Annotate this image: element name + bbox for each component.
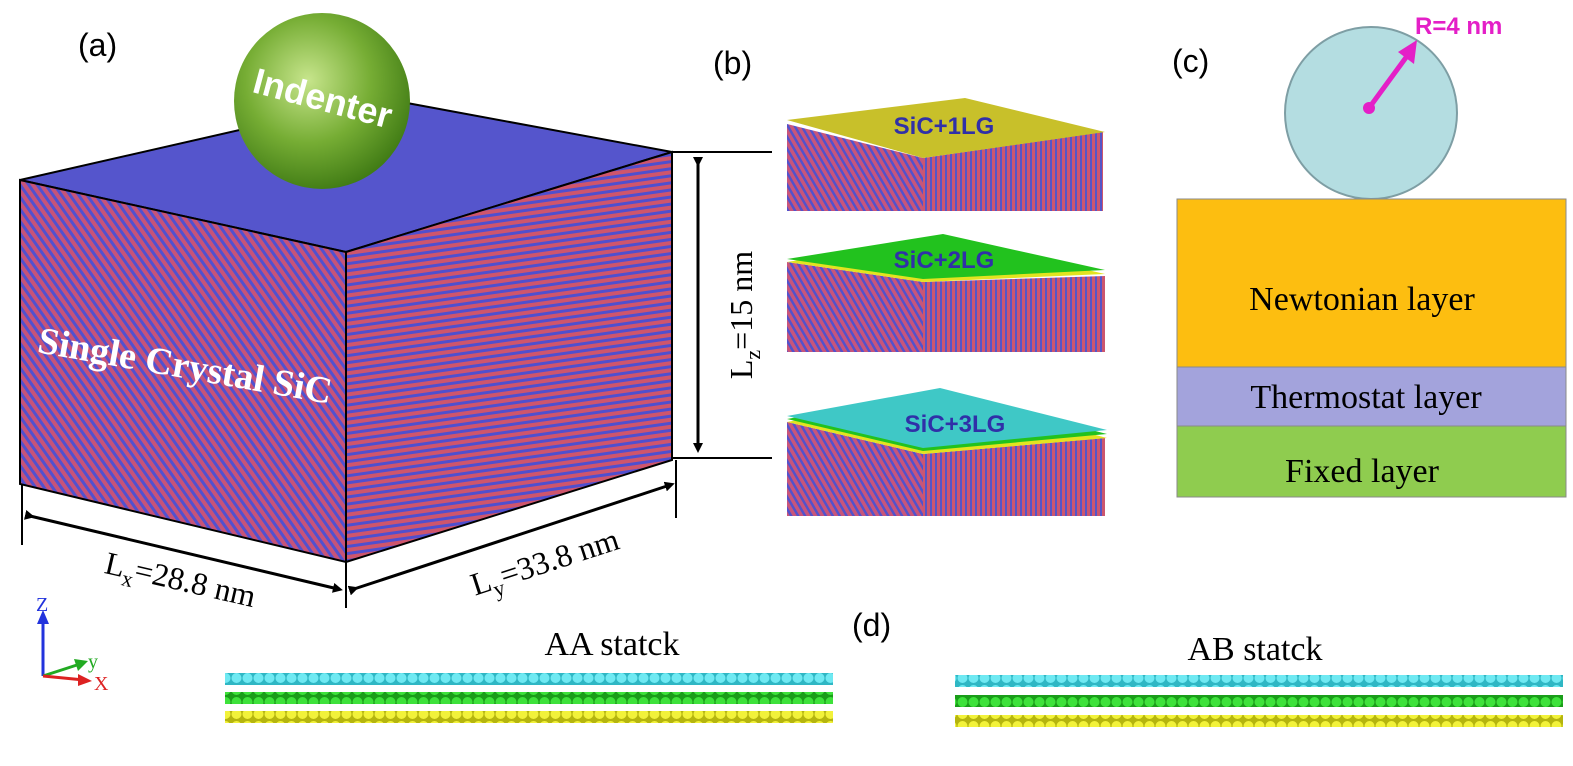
z-axis-label: Z [36,594,48,616]
ab-layer-green [955,695,1563,707]
lz-label: Lz=15 nm [723,251,765,379]
crystal-side-face [345,150,673,564]
panel-b-label: (b) [713,45,752,81]
indenter-sphere [234,13,410,189]
ab-stack-label: AB statck [1187,631,1322,668]
ly-label: Ly=33.8 nm [466,521,625,608]
panel-a-label: (a) [78,27,117,63]
thermostat-layer [1176,366,1567,427]
x-axis-label: X [94,673,109,695]
ab-stack [955,675,1563,727]
aa-stack-label: AA statck [544,626,679,663]
crystal-box [19,96,673,564]
sample-2lg: SiC+2LG [787,234,1105,352]
sample-1lg-top [787,98,1105,158]
panel-d-label: (d) [852,607,891,643]
schematic-indenter: R=4 nm [1284,13,1502,200]
panel-c-label: (c) [1172,43,1209,79]
sample-2lg-label: SiC+2LG [894,247,995,274]
ab-layer-yellow [955,715,1563,727]
sample-3lg-top [787,388,1107,448]
x-axis [42,674,85,682]
lz-dimension: Lz=15 nm [672,151,772,459]
newtonian-layer-label: Newtonian layer [1249,281,1475,318]
aa-stack [225,673,833,723]
aa-layer-cyan [225,673,833,685]
indenter: Indenter [234,13,410,189]
thermostat-layer-label: Thermostat layer [1250,379,1482,416]
radius-label: R=4 nm [1415,13,1502,40]
sample-3lg-label: SiC+3LG [905,411,1006,438]
aa-layer-yellow [225,711,833,723]
aa-layer-green [225,692,833,704]
layer-stack: Newtonian layer Thermostat layer Fixed l… [1176,198,1567,498]
sample-3lg: SiC+3LG [787,388,1107,516]
coordinate-axes: Z y X [36,594,109,695]
radius-arrow [1366,50,1413,110]
ab-layer-cyan [955,675,1563,687]
sample-1lg: SiC+1LG [787,98,1105,211]
sample-1lg-label: SiC+1LG [894,113,995,140]
newtonian-layer [1176,198,1567,368]
y-axis-label: y [88,651,98,673]
fixed-layer-label: Fixed layer [1285,453,1440,490]
sample-2lg-top [787,234,1105,279]
y-axis [42,662,81,678]
fixed-layer [1176,425,1567,498]
lx-label: Lx=28.8 nm [100,544,259,619]
